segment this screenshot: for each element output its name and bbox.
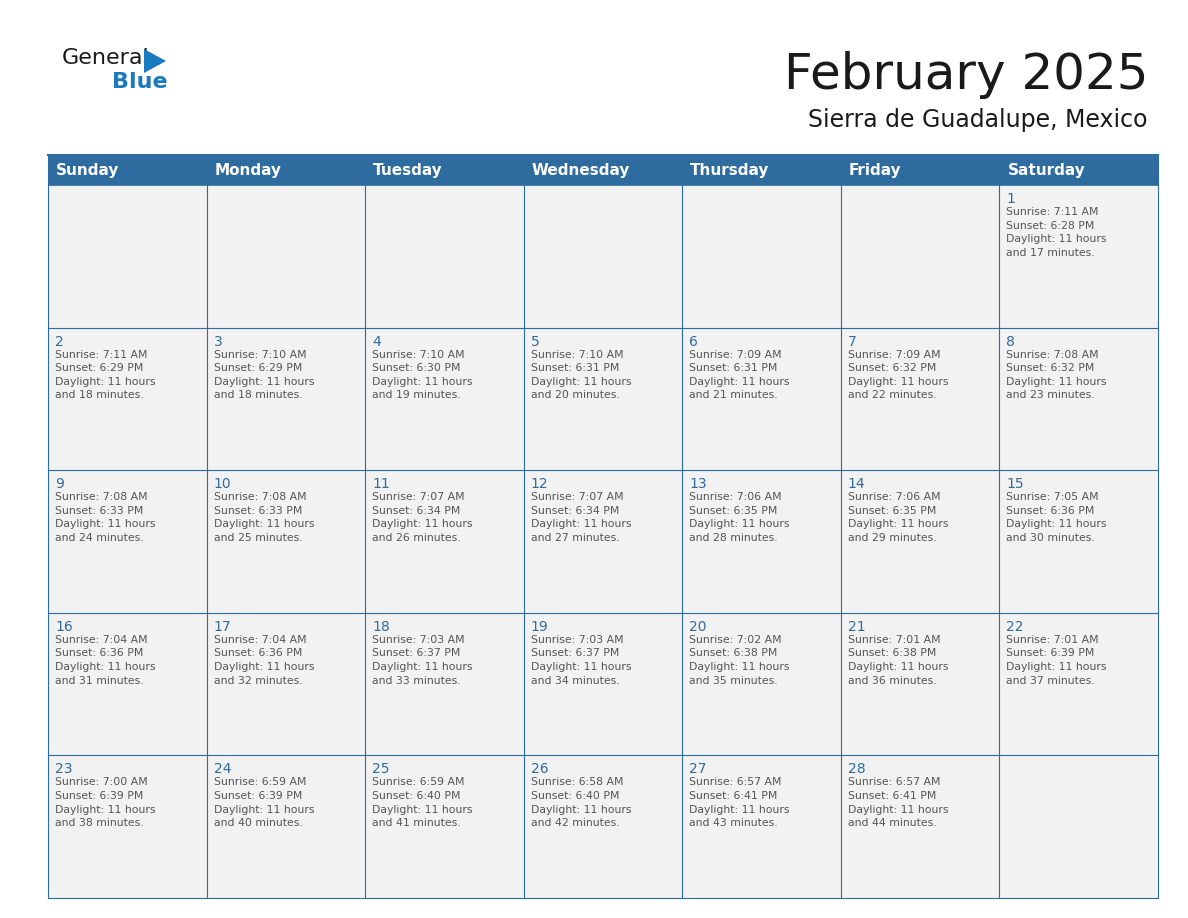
Text: Sunrise: 7:06 AM
Sunset: 6:35 PM
Daylight: 11 hours
and 29 minutes.: Sunrise: 7:06 AM Sunset: 6:35 PM Dayligh… — [848, 492, 948, 543]
Text: Friday: Friday — [849, 162, 902, 177]
Text: Sunrise: 7:08 AM
Sunset: 6:33 PM
Daylight: 11 hours
and 24 minutes.: Sunrise: 7:08 AM Sunset: 6:33 PM Dayligh… — [55, 492, 156, 543]
Text: 19: 19 — [531, 620, 549, 633]
Text: Sunrise: 7:11 AM
Sunset: 6:28 PM
Daylight: 11 hours
and 17 minutes.: Sunrise: 7:11 AM Sunset: 6:28 PM Dayligh… — [1006, 207, 1107, 258]
Text: Blue: Blue — [112, 72, 168, 92]
Text: Sunrise: 6:59 AM
Sunset: 6:40 PM
Daylight: 11 hours
and 41 minutes.: Sunrise: 6:59 AM Sunset: 6:40 PM Dayligh… — [372, 778, 473, 828]
Bar — [48, 328, 1158, 470]
Text: Sunrise: 7:10 AM
Sunset: 6:29 PM
Daylight: 11 hours
and 18 minutes.: Sunrise: 7:10 AM Sunset: 6:29 PM Dayligh… — [214, 350, 314, 400]
Text: 2: 2 — [55, 334, 64, 349]
Text: 17: 17 — [214, 620, 232, 633]
Text: Sunrise: 7:08 AM
Sunset: 6:33 PM
Daylight: 11 hours
and 25 minutes.: Sunrise: 7:08 AM Sunset: 6:33 PM Dayligh… — [214, 492, 314, 543]
Text: 9: 9 — [55, 477, 64, 491]
Text: Sunrise: 7:03 AM
Sunset: 6:37 PM
Daylight: 11 hours
and 34 minutes.: Sunrise: 7:03 AM Sunset: 6:37 PM Dayligh… — [531, 635, 631, 686]
Text: Sunrise: 7:05 AM
Sunset: 6:36 PM
Daylight: 11 hours
and 30 minutes.: Sunrise: 7:05 AM Sunset: 6:36 PM Dayligh… — [1006, 492, 1107, 543]
Text: 24: 24 — [214, 763, 232, 777]
Bar — [48, 155, 1158, 185]
Text: 11: 11 — [372, 477, 390, 491]
Text: Sunday: Sunday — [56, 162, 119, 177]
Text: 8: 8 — [1006, 334, 1016, 349]
Text: 1: 1 — [1006, 192, 1016, 206]
Text: Sunrise: 6:58 AM
Sunset: 6:40 PM
Daylight: 11 hours
and 42 minutes.: Sunrise: 6:58 AM Sunset: 6:40 PM Dayligh… — [531, 778, 631, 828]
Text: 7: 7 — [848, 334, 857, 349]
Text: 26: 26 — [531, 763, 549, 777]
Text: 20: 20 — [689, 620, 707, 633]
Text: Sunrise: 7:06 AM
Sunset: 6:35 PM
Daylight: 11 hours
and 28 minutes.: Sunrise: 7:06 AM Sunset: 6:35 PM Dayligh… — [689, 492, 790, 543]
Text: 22: 22 — [1006, 620, 1024, 633]
Text: Sunrise: 7:09 AM
Sunset: 6:31 PM
Daylight: 11 hours
and 21 minutes.: Sunrise: 7:09 AM Sunset: 6:31 PM Dayligh… — [689, 350, 790, 400]
Text: 6: 6 — [689, 334, 699, 349]
Text: Sunrise: 7:02 AM
Sunset: 6:38 PM
Daylight: 11 hours
and 35 minutes.: Sunrise: 7:02 AM Sunset: 6:38 PM Dayligh… — [689, 635, 790, 686]
Polygon shape — [144, 49, 166, 73]
Text: 4: 4 — [372, 334, 381, 349]
Bar — [48, 613, 1158, 756]
Text: 18: 18 — [372, 620, 390, 633]
Text: Sunrise: 7:03 AM
Sunset: 6:37 PM
Daylight: 11 hours
and 33 minutes.: Sunrise: 7:03 AM Sunset: 6:37 PM Dayligh… — [372, 635, 473, 686]
Text: 27: 27 — [689, 763, 707, 777]
Text: Sierra de Guadalupe, Mexico: Sierra de Guadalupe, Mexico — [809, 108, 1148, 132]
Text: 25: 25 — [372, 763, 390, 777]
Text: Tuesday: Tuesday — [373, 162, 443, 177]
Text: 10: 10 — [214, 477, 232, 491]
Text: 13: 13 — [689, 477, 707, 491]
Text: Sunrise: 7:04 AM
Sunset: 6:36 PM
Daylight: 11 hours
and 32 minutes.: Sunrise: 7:04 AM Sunset: 6:36 PM Dayligh… — [214, 635, 314, 686]
Text: 15: 15 — [1006, 477, 1024, 491]
Text: Sunrise: 6:57 AM
Sunset: 6:41 PM
Daylight: 11 hours
and 44 minutes.: Sunrise: 6:57 AM Sunset: 6:41 PM Dayligh… — [848, 778, 948, 828]
Text: Monday: Monday — [215, 162, 282, 177]
Text: Sunrise: 7:11 AM
Sunset: 6:29 PM
Daylight: 11 hours
and 18 minutes.: Sunrise: 7:11 AM Sunset: 6:29 PM Dayligh… — [55, 350, 156, 400]
Text: Sunrise: 7:01 AM
Sunset: 6:39 PM
Daylight: 11 hours
and 37 minutes.: Sunrise: 7:01 AM Sunset: 6:39 PM Dayligh… — [1006, 635, 1107, 686]
Text: 3: 3 — [214, 334, 222, 349]
Text: Sunrise: 7:00 AM
Sunset: 6:39 PM
Daylight: 11 hours
and 38 minutes.: Sunrise: 7:00 AM Sunset: 6:39 PM Dayligh… — [55, 778, 156, 828]
Text: 14: 14 — [848, 477, 866, 491]
Text: Sunrise: 7:10 AM
Sunset: 6:31 PM
Daylight: 11 hours
and 20 minutes.: Sunrise: 7:10 AM Sunset: 6:31 PM Dayligh… — [531, 350, 631, 400]
Text: Sunrise: 7:01 AM
Sunset: 6:38 PM
Daylight: 11 hours
and 36 minutes.: Sunrise: 7:01 AM Sunset: 6:38 PM Dayligh… — [848, 635, 948, 686]
Text: Sunrise: 7:09 AM
Sunset: 6:32 PM
Daylight: 11 hours
and 22 minutes.: Sunrise: 7:09 AM Sunset: 6:32 PM Dayligh… — [848, 350, 948, 400]
Bar — [48, 756, 1158, 898]
Text: General: General — [62, 48, 150, 68]
Text: Sunrise: 7:08 AM
Sunset: 6:32 PM
Daylight: 11 hours
and 23 minutes.: Sunrise: 7:08 AM Sunset: 6:32 PM Dayligh… — [1006, 350, 1107, 400]
Text: Sunrise: 6:57 AM
Sunset: 6:41 PM
Daylight: 11 hours
and 43 minutes.: Sunrise: 6:57 AM Sunset: 6:41 PM Dayligh… — [689, 778, 790, 828]
Text: 16: 16 — [55, 620, 72, 633]
Text: 28: 28 — [848, 763, 866, 777]
Text: Sunrise: 7:04 AM
Sunset: 6:36 PM
Daylight: 11 hours
and 31 minutes.: Sunrise: 7:04 AM Sunset: 6:36 PM Dayligh… — [55, 635, 156, 686]
Bar — [48, 185, 1158, 328]
Bar — [48, 470, 1158, 613]
Text: 5: 5 — [531, 334, 539, 349]
Text: Sunrise: 7:07 AM
Sunset: 6:34 PM
Daylight: 11 hours
and 26 minutes.: Sunrise: 7:07 AM Sunset: 6:34 PM Dayligh… — [372, 492, 473, 543]
Text: Saturday: Saturday — [1007, 162, 1085, 177]
Text: Wednesday: Wednesday — [532, 162, 630, 177]
Text: 12: 12 — [531, 477, 549, 491]
Text: Sunrise: 7:10 AM
Sunset: 6:30 PM
Daylight: 11 hours
and 19 minutes.: Sunrise: 7:10 AM Sunset: 6:30 PM Dayligh… — [372, 350, 473, 400]
Text: Sunrise: 7:07 AM
Sunset: 6:34 PM
Daylight: 11 hours
and 27 minutes.: Sunrise: 7:07 AM Sunset: 6:34 PM Dayligh… — [531, 492, 631, 543]
Text: February 2025: February 2025 — [784, 51, 1148, 99]
Text: Thursday: Thursday — [690, 162, 770, 177]
Text: 23: 23 — [55, 763, 72, 777]
Text: 21: 21 — [848, 620, 866, 633]
Text: Sunrise: 6:59 AM
Sunset: 6:39 PM
Daylight: 11 hours
and 40 minutes.: Sunrise: 6:59 AM Sunset: 6:39 PM Dayligh… — [214, 778, 314, 828]
